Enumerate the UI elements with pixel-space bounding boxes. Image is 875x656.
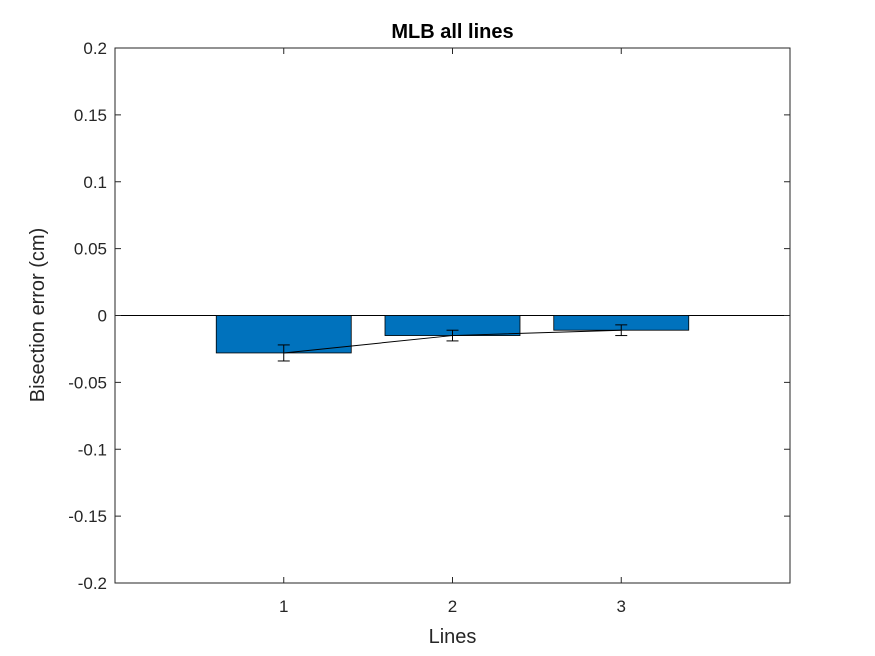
y-tick-label: 0.1 — [83, 173, 107, 192]
x-tick-label-2: 2 — [448, 597, 457, 616]
error-bars-layer — [277, 324, 628, 362]
y-axis-label: Bisection error (cm) — [27, 228, 49, 402]
y-tick-label: 0.2 — [83, 39, 107, 58]
y-tick-label: -0.05 — [68, 373, 107, 392]
plot-frame — [114, 47, 791, 584]
chart-title: MLB all lines — [391, 21, 513, 43]
x-axis-label: Lines — [429, 626, 477, 648]
means-connecting-line — [283, 329, 622, 354]
y-tick-label: 0.05 — [74, 240, 107, 259]
y-tick-label: 0 — [98, 307, 107, 326]
y-tick-label: -0.1 — [78, 440, 107, 459]
ticks-layer: 1 2 3 0.2 0.15 0.1 0.05 0 -0.05 -0.1 -0.15 -0.2 — [68, 39, 790, 616]
y-tick-label: -0.15 — [68, 507, 107, 526]
y-tick-label: -0.2 — [78, 574, 107, 593]
x-tick-label-3: 3 — [617, 597, 626, 616]
x-tick-label-1: 1 — [279, 597, 288, 616]
y-tick-label: 0.15 — [74, 106, 107, 125]
